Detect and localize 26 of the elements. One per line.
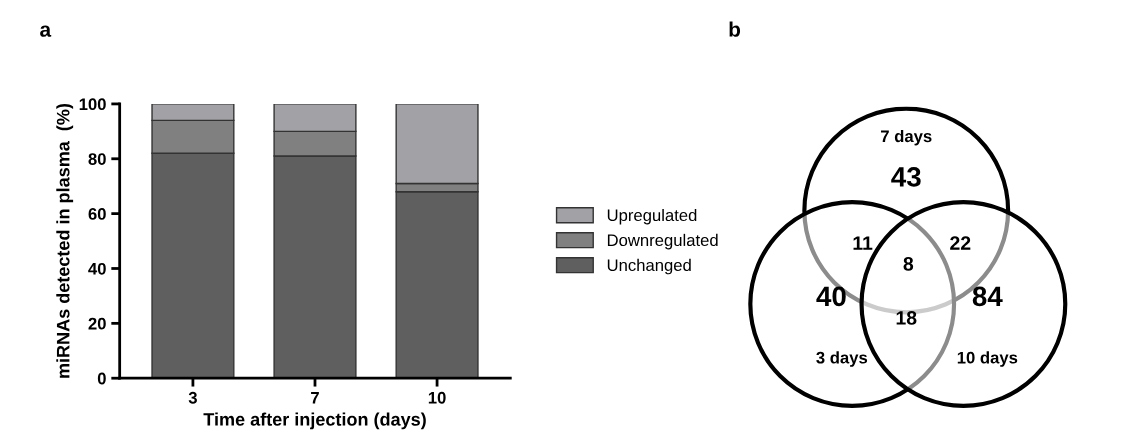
x-tick-label: 3 (188, 391, 197, 404)
text: 8 (903, 256, 914, 271)
x-axis-title: Time after injection (days) (203, 412, 426, 430)
legend-label: Unchanged (607, 258, 691, 275)
y-tick-label: 60 (88, 208, 106, 220)
data-label: 40 (816, 286, 846, 307)
text: 22 (950, 236, 971, 250)
text: 18 (896, 311, 917, 325)
category-label: 10 days (957, 351, 1018, 367)
chart-title: a (40, 25, 52, 37)
legend-label: Upregulated (607, 208, 697, 225)
category-label: 7 days (881, 129, 932, 146)
data-label: 84 (972, 286, 1003, 307)
data-label: 43 (891, 167, 921, 187)
y-tick-label: 80 (88, 153, 106, 165)
legend-label: Downregulated (607, 233, 718, 250)
y-tick-label: 40 (88, 262, 106, 275)
y-tick-label: 100 (79, 98, 106, 111)
y-axis-title: miRNAs detected in plasma (%) (56, 104, 74, 378)
category-label: 3 days (816, 351, 868, 367)
y-tick-label: 0 (97, 372, 106, 385)
x-tick-label: 10 (428, 391, 446, 404)
y-tick-label: 20 (88, 317, 106, 330)
x-tick-label: 7 (311, 392, 319, 404)
text: b (729, 21, 741, 37)
text: 11 (853, 236, 873, 250)
